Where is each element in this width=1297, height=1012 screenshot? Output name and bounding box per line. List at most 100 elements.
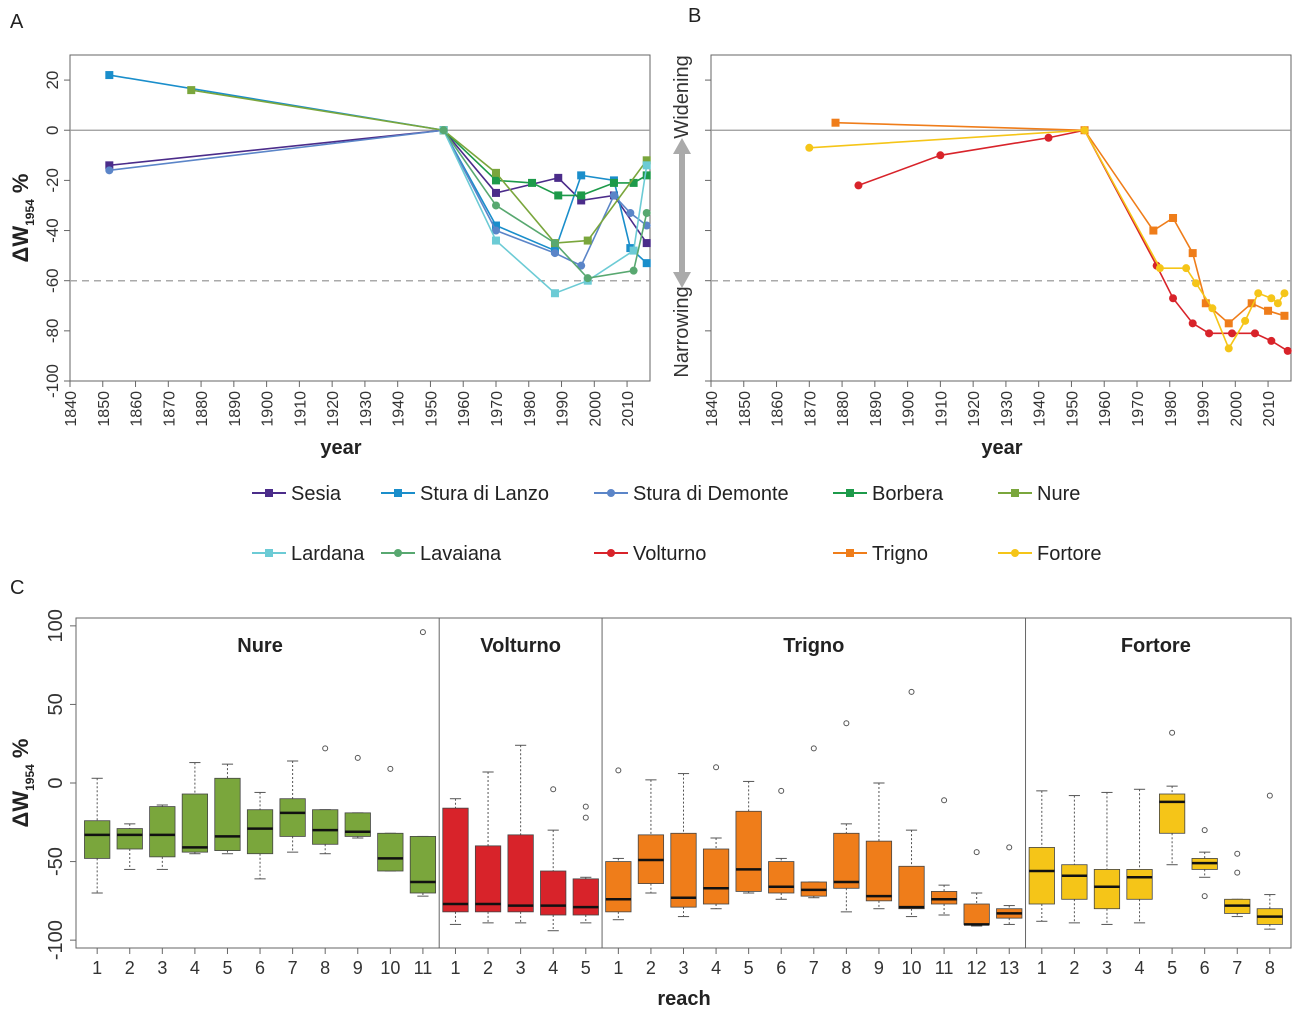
panel-c-x-tick-label: 11 [935, 958, 954, 978]
panela-data-point [187, 86, 196, 95]
panela-data-point [491, 168, 500, 177]
outlier-point [1201, 827, 1208, 834]
panela-data-point [629, 246, 638, 255]
legend-swatch-marker [1011, 549, 1019, 557]
panela-data-point [554, 191, 563, 200]
panela-data-point [550, 289, 559, 298]
panel-c-x-tick-label: 1 [1037, 958, 1047, 978]
panel-label-a: A [10, 11, 24, 33]
box [735, 810, 762, 892]
panela-x-tick-label: 2010 [620, 391, 637, 427]
panela-data-point [554, 173, 563, 182]
panelb-data-point [1267, 294, 1276, 303]
panel-c-x-tick-label: 4 [711, 958, 721, 978]
panela-data-point [491, 188, 500, 197]
panelb-x-tick-label: 1960 [1097, 391, 1114, 427]
panel-c-x-tick-label: 3 [516, 958, 526, 978]
panelb-data-point [1228, 329, 1237, 338]
outlier-point [615, 767, 622, 774]
legend-swatch-marker [607, 489, 615, 497]
box [898, 865, 925, 910]
panel-c-x-tick-label: 5 [744, 958, 754, 978]
box [930, 891, 958, 905]
panel-label-c: C [10, 577, 24, 599]
panel-c-x-tick-label: 8 [841, 958, 851, 978]
box [279, 798, 306, 837]
outlier-point [1234, 850, 1241, 857]
panel-c-x-tick-label: 2 [483, 958, 493, 978]
group-label: Fortore [1121, 635, 1191, 657]
panela-series-line [442, 129, 648, 295]
panela-x-tick-label: 1920 [325, 391, 342, 427]
legend-swatch-marker [265, 489, 273, 497]
legend-label: Lardana [291, 543, 365, 565]
panel-c-x-tick-label: 3 [1102, 958, 1112, 978]
outlier-point [550, 786, 557, 793]
panel-c-y-tick-label: -100 [45, 920, 67, 960]
outlier-point [810, 745, 817, 752]
panela-x-tick-label: 1960 [456, 391, 473, 427]
box [768, 861, 795, 894]
panel-c-x-tick-label: 9 [353, 958, 363, 978]
box [377, 832, 404, 872]
panela-y-tick-label: -60 [43, 268, 62, 293]
panelb-data-point [1188, 319, 1197, 328]
panela-y-tick-label: -20 [43, 168, 62, 193]
outlier-point [1266, 792, 1273, 799]
outlier-point [713, 764, 720, 771]
panela-x-tick-label: 1990 [555, 391, 572, 427]
panelb-data-point [1149, 226, 1158, 235]
panela-x-tick-label: 1850 [96, 391, 113, 427]
panel-c-x-tick-label: 1 [92, 958, 102, 978]
panel-c-x-tick-label: 7 [1232, 958, 1242, 978]
box [833, 832, 860, 889]
legend-label: Stura di Lanzo [420, 483, 549, 505]
panela-data-point [577, 261, 586, 270]
panela-data-point [550, 239, 559, 248]
panela-series-line [191, 89, 648, 244]
box [865, 840, 893, 902]
panela-data-point [491, 226, 500, 235]
panelb-x-tick-label: 1930 [999, 391, 1016, 427]
panelb-x-tick-label: 1870 [802, 391, 819, 427]
panel-c-x-tick-label: 4 [190, 958, 200, 978]
panela-data-point [105, 71, 114, 80]
panela-y-tick-label: -100 [43, 364, 62, 398]
panel-c-y-tick-label: -50 [45, 847, 67, 876]
panelb-x-tick-label: 1860 [770, 391, 787, 427]
panela-series-line [109, 74, 648, 264]
box [181, 793, 208, 853]
outlier-point [908, 688, 915, 695]
panelb-series-line [835, 121, 1285, 325]
outlier-point [419, 629, 426, 636]
panela-data-point [439, 126, 448, 135]
box [1159, 793, 1186, 834]
panel-c-x-tick-label: 5 [581, 958, 591, 978]
legend-label: Nure [1037, 483, 1080, 505]
panela-data-point [550, 249, 559, 258]
panel-c-x-tick-label: 1 [613, 958, 623, 978]
legend-label: Stura di Demonte [633, 483, 789, 505]
panel-c-y-tick-label: 0 [45, 777, 67, 788]
narrowing-label: Narrowing [671, 286, 693, 377]
panela-data-point [577, 191, 586, 200]
panel-c-x-tick-label: 12 [967, 958, 987, 978]
panelb-data-point [854, 181, 863, 190]
outlier-point [582, 814, 589, 821]
panela-x-tick-label: 1900 [260, 391, 277, 427]
panelb-data-point [1201, 299, 1210, 308]
panela-x-tick-label: 1910 [292, 391, 309, 427]
panela-data-point [642, 156, 651, 165]
panela-x-tick-label: 1840 [63, 391, 80, 427]
box [605, 861, 632, 913]
legend-swatch-marker [1011, 489, 1019, 497]
panelb-data-point [1267, 336, 1276, 345]
panela-data-point [105, 161, 114, 170]
panelb-data-point [1264, 306, 1273, 315]
box [963, 903, 990, 925]
panelb-x-tick-label: 1880 [835, 391, 852, 427]
panelb-data-point [1247, 299, 1256, 308]
panela-data-point [642, 259, 651, 268]
panela-series-line [442, 129, 648, 280]
